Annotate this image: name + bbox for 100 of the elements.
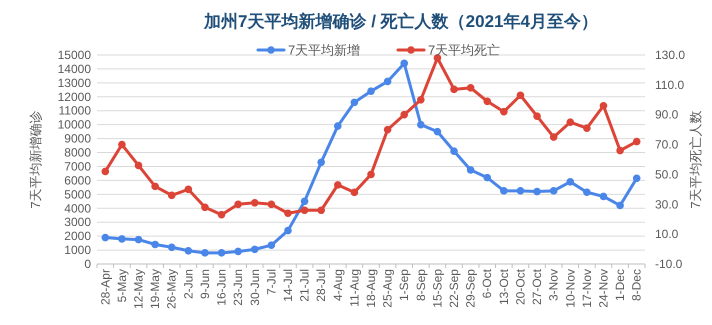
x-tick-label: 15-Sep [430, 268, 444, 308]
point [516, 92, 524, 100]
x-tick-label: 30-Jun [248, 269, 262, 306]
x-tick-label: 8-Sep [414, 268, 428, 302]
point [600, 102, 608, 110]
point [334, 181, 342, 189]
y-tick-label: 12000 [58, 90, 92, 104]
point [218, 249, 226, 257]
point [184, 246, 192, 255]
x-tick-label: 14-Jul [280, 269, 295, 302]
point [384, 126, 392, 134]
y-tick-label: 14000 [58, 62, 92, 76]
point [102, 234, 110, 242]
point [550, 187, 558, 195]
legend-label: 7天平均死亡 [428, 42, 500, 58]
y2-tick-label: 10.0 [655, 227, 679, 242]
point [550, 133, 558, 141]
point [300, 206, 308, 214]
point [466, 84, 474, 92]
x-tick-label: 19-May [148, 269, 162, 310]
point [583, 188, 591, 196]
y2-tick-label: 50.0 [655, 167, 679, 182]
point [384, 78, 392, 86]
y-tick-label: 7000 [64, 159, 92, 174]
point [632, 174, 640, 182]
point [483, 174, 492, 182]
point [417, 120, 425, 128]
point [350, 98, 358, 106]
point [600, 192, 608, 200]
point [118, 140, 126, 148]
y-tick-label: 6000 [64, 173, 92, 188]
point [268, 241, 276, 249]
point [417, 96, 425, 104]
x-tick-label: 1-Dec [613, 269, 628, 302]
y2-tick-label: 90.0 [655, 108, 679, 122]
point [616, 202, 624, 210]
point [466, 166, 474, 174]
point [268, 200, 276, 208]
point [284, 209, 292, 218]
x-tick-label: 10-Nov [563, 269, 578, 308]
point [218, 210, 226, 219]
y-axis-title: 7天平均新增确诊 [28, 110, 43, 209]
y-tick-label: 9000 [64, 132, 92, 146]
point [400, 60, 408, 68]
x-tick-label: 18-Aug [364, 269, 378, 308]
y-tick-label: 13000 [58, 76, 92, 90]
point [134, 236, 142, 244]
point [317, 206, 325, 214]
x-tick-label: 3-Nov [546, 269, 561, 302]
point [533, 188, 541, 196]
point [632, 138, 640, 146]
y-tick-label: 11000 [58, 104, 92, 118]
point [516, 187, 524, 195]
x-tick-label: 16-Jun [214, 269, 229, 306]
x-tick-label: 28-Apr [98, 269, 112, 306]
x-tick-label: 6-Oct [480, 268, 494, 298]
x-tick-label: 5-May [114, 269, 129, 302]
point [566, 178, 574, 186]
point [367, 87, 375, 96]
point [151, 240, 159, 248]
point [201, 203, 209, 212]
point [201, 249, 209, 257]
x-tick-label: 8-Dec [630, 269, 644, 302]
x-tick-label: 29-Sep [464, 268, 478, 308]
y2-tick-label: 130.0 [655, 48, 686, 62]
x-tick-label: 20-Oct [513, 268, 528, 306]
point [151, 182, 159, 190]
x-tick-label: 4-Aug [330, 269, 345, 302]
x-tick-label: 25-Aug [380, 269, 395, 308]
point [350, 188, 358, 196]
point [168, 192, 176, 200]
y-tick-label: 1000 [64, 243, 92, 258]
x-tick-label: 1-Sep [397, 268, 412, 302]
point [102, 168, 110, 176]
point [184, 186, 192, 194]
y-tick-label: 0 [84, 257, 92, 271]
point [250, 198, 259, 207]
legend-label: 7天平均新增 [288, 42, 360, 58]
x-tick-label: 27-Oct [530, 268, 544, 306]
x-tick-label: 23-Jun [231, 269, 246, 306]
point [168, 243, 176, 252]
x-tick-label: 17-Nov [580, 269, 594, 308]
point [367, 170, 375, 178]
x-tick-label: 26-May [164, 269, 179, 310]
point [616, 146, 624, 154]
point [118, 235, 126, 243]
point [583, 124, 591, 132]
x-tick-label: 11-Aug [347, 269, 362, 307]
point [450, 86, 458, 94]
point [134, 162, 142, 170]
chart-title: 加州7天平均新增确诊 / 死亡人数（2021年4月至今） [203, 12, 598, 31]
y-tick-label: 5000 [64, 187, 92, 202]
point [234, 248, 242, 256]
point [483, 97, 492, 106]
x-tick-label: 13-Oct [496, 268, 511, 306]
y-tick-label: 15000 [58, 48, 92, 62]
point [434, 128, 442, 136]
y-tick-label: 2000 [64, 229, 92, 244]
y2-tick-label: -10.0 [655, 257, 683, 271]
point [284, 226, 292, 234]
